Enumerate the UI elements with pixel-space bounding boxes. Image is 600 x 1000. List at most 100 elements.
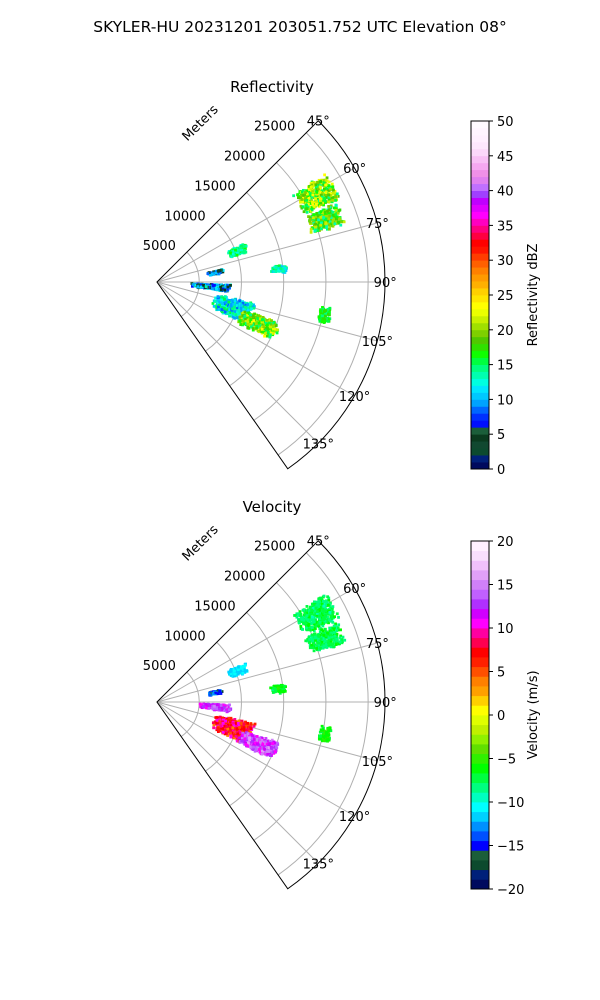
colorbar-segment xyxy=(471,204,489,212)
echo-gate xyxy=(332,624,336,628)
echo-gate xyxy=(324,183,328,187)
echo-gate xyxy=(252,724,256,728)
echo-gate xyxy=(336,194,340,198)
echo-gate xyxy=(316,229,320,233)
colorbar-segment xyxy=(471,211,489,219)
echo-gate xyxy=(330,182,334,186)
echo-gate xyxy=(328,220,332,224)
echo-gate xyxy=(321,610,325,614)
colorbar-segment xyxy=(471,162,489,171)
echo-gate xyxy=(318,648,321,652)
echo-gate xyxy=(306,202,310,206)
echo-gate xyxy=(259,320,262,324)
echo-gate xyxy=(308,638,312,641)
echo-gate xyxy=(249,313,253,317)
echo-gate xyxy=(327,200,331,204)
echo-gate xyxy=(319,223,323,227)
echo-gate xyxy=(304,191,307,194)
colorbar-tick-label: 10 xyxy=(497,393,514,408)
colorbar-segment xyxy=(471,850,489,861)
echo-gate xyxy=(257,321,261,325)
echo-gate xyxy=(234,670,238,673)
colorbar-segment xyxy=(471,218,489,226)
echo-gate xyxy=(330,224,334,227)
echo-gate xyxy=(319,218,323,222)
echo-gate xyxy=(263,747,266,751)
colorbar-segment xyxy=(471,550,489,561)
colorbar-tick-label: 35 xyxy=(497,219,514,234)
echo-gate xyxy=(314,609,317,613)
colorbar-segment xyxy=(471,462,489,470)
colorbar-segment xyxy=(471,301,489,310)
echo-gate xyxy=(325,646,329,649)
echo-gate xyxy=(231,315,235,319)
echo-gate xyxy=(221,287,225,291)
echo-gate xyxy=(329,638,333,642)
echo-gate xyxy=(319,736,322,740)
echo-gate xyxy=(243,740,247,744)
echo-gate xyxy=(334,622,337,626)
range-tick-label: 15000 xyxy=(194,179,235,194)
echo-gate xyxy=(231,300,235,303)
echo-gate xyxy=(302,195,305,199)
echo-gate xyxy=(229,302,233,306)
echo-gate xyxy=(233,736,237,740)
echo-gate xyxy=(275,328,279,332)
echo-gate xyxy=(241,733,245,737)
echo-gate xyxy=(279,269,282,273)
echo-gate xyxy=(234,667,238,671)
echo-gate xyxy=(324,609,327,613)
echo-gate xyxy=(334,207,338,211)
echo-gate xyxy=(328,191,331,195)
echo-gate xyxy=(309,612,313,616)
echo-gate xyxy=(204,703,208,706)
echo-gate xyxy=(330,635,334,639)
echo-gate xyxy=(325,176,329,180)
echo-gate xyxy=(322,183,326,187)
colorbar-segment xyxy=(471,225,489,233)
echo-gate xyxy=(334,643,338,646)
echo-gate xyxy=(232,728,236,732)
echo-gate xyxy=(228,299,231,302)
echo-gate xyxy=(329,729,333,733)
echo-gate xyxy=(317,181,321,184)
echo-gate xyxy=(305,192,309,196)
echo-gate xyxy=(259,330,263,334)
echo-gate xyxy=(322,187,326,191)
echo-gate xyxy=(241,243,245,247)
echo-gate xyxy=(252,319,256,322)
echo-gate xyxy=(298,610,302,614)
echo-gate xyxy=(238,731,242,735)
echo-gate xyxy=(226,304,229,307)
colorbar-segment xyxy=(471,560,489,571)
echo-gate xyxy=(270,751,273,754)
echo-gate xyxy=(318,641,322,645)
echo-gate xyxy=(324,634,328,637)
echo-gate xyxy=(327,621,330,625)
echo-gate xyxy=(245,728,249,732)
echo-gate xyxy=(326,309,330,313)
echo-gate xyxy=(323,615,327,618)
echo-gate xyxy=(313,181,316,185)
echo-gate xyxy=(310,602,314,606)
echo-gate xyxy=(214,720,217,724)
colorbar-segment xyxy=(471,267,489,275)
echo-gate xyxy=(330,610,334,614)
echo-gate xyxy=(322,726,325,730)
echo-gate xyxy=(327,180,331,184)
colorbar-tick-label: −5 xyxy=(497,753,516,768)
echo-gate xyxy=(306,205,310,209)
echo-gate xyxy=(318,621,322,624)
colorbar-segment xyxy=(471,831,489,842)
echo-gate xyxy=(308,202,312,205)
echo-gate xyxy=(238,315,242,319)
range-ring xyxy=(229,192,285,387)
echo-gate xyxy=(218,269,222,272)
echo-gate xyxy=(231,302,235,306)
colorbar-tick-label: 40 xyxy=(497,185,514,200)
colorbar-tick-label: −10 xyxy=(497,796,524,811)
echo-gate xyxy=(312,622,316,626)
echo-gate xyxy=(238,317,242,321)
echo-gate xyxy=(250,325,253,328)
